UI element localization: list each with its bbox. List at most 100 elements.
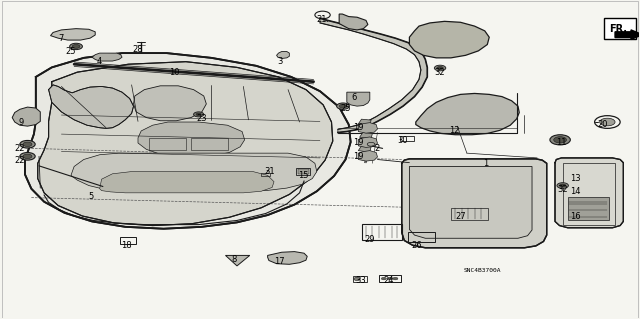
Polygon shape [339,14,368,30]
Text: 29: 29 [364,235,374,244]
Circle shape [437,66,444,70]
Text: 19: 19 [353,152,364,161]
Text: 19: 19 [353,137,364,146]
Text: 18: 18 [121,241,132,250]
Bar [120,237,136,244]
Polygon shape [358,123,378,133]
Text: 1: 1 [483,159,489,168]
Text: 4: 4 [97,56,102,65]
Polygon shape [555,158,623,228]
Text: 7: 7 [59,34,64,43]
Polygon shape [416,93,519,135]
Circle shape [550,135,570,145]
Polygon shape [268,252,307,264]
Text: 25: 25 [66,47,76,56]
Text: 19: 19 [353,123,364,132]
Text: 10: 10 [169,68,180,77]
Polygon shape [347,92,370,106]
Text: FR.: FR. [609,24,627,34]
Bar [568,197,609,220]
Bar [451,208,488,220]
Polygon shape [320,18,428,132]
Circle shape [557,183,568,189]
Circle shape [393,277,398,280]
Polygon shape [358,146,371,152]
Polygon shape [138,122,244,157]
Bar [604,18,636,39]
Text: 2: 2 [375,144,380,153]
Text: 28: 28 [132,45,143,55]
Circle shape [20,140,35,148]
Bar [379,275,401,282]
Text: 31: 31 [264,167,275,176]
Circle shape [23,154,32,159]
Polygon shape [410,167,532,238]
Polygon shape [100,172,274,193]
Polygon shape [276,51,289,58]
Bar [353,276,367,282]
Text: 12: 12 [449,126,460,135]
FancyArrow shape [615,30,640,40]
Bar [408,232,435,242]
Polygon shape [12,107,40,126]
Text: 8: 8 [232,255,237,264]
Polygon shape [92,53,122,61]
Circle shape [381,277,387,280]
Circle shape [196,113,201,116]
Text: 13: 13 [570,174,580,183]
Polygon shape [71,153,317,191]
Text: 33: 33 [355,276,365,285]
Polygon shape [38,62,333,226]
Bar [298,169,308,174]
Bar [563,163,615,225]
Text: 9: 9 [19,117,24,127]
Circle shape [339,104,347,108]
Text: 22: 22 [15,144,25,153]
Bar [149,138,186,150]
Text: 32: 32 [435,68,445,77]
Text: 23: 23 [196,114,207,123]
Text: 3: 3 [277,57,282,66]
Circle shape [559,184,566,187]
Text: 5: 5 [89,192,94,202]
Polygon shape [360,132,372,139]
Text: 27: 27 [455,211,466,220]
Polygon shape [51,29,95,40]
Text: 14: 14 [570,187,580,196]
Circle shape [23,142,32,146]
Polygon shape [49,85,134,128]
Circle shape [20,152,35,160]
Text: 24: 24 [384,276,394,285]
Circle shape [70,43,83,50]
Text: 6: 6 [352,93,357,102]
Polygon shape [358,137,378,147]
Polygon shape [358,151,378,161]
Text: 16: 16 [570,212,580,221]
Circle shape [337,103,349,109]
Circle shape [554,137,566,143]
Bar [400,136,414,141]
Polygon shape [25,53,351,229]
Circle shape [600,118,615,126]
Circle shape [354,277,360,280]
Text: 11: 11 [556,138,566,147]
Polygon shape [225,256,250,266]
Polygon shape [358,119,371,125]
Circle shape [72,45,80,48]
Text: 25: 25 [340,104,351,113]
Text: 15: 15 [298,171,308,180]
Text: 21: 21 [316,15,326,24]
Text: 30: 30 [397,136,408,145]
Polygon shape [410,21,489,58]
Bar [191,138,228,150]
Text: 32: 32 [557,185,568,194]
Bar [296,168,310,175]
Circle shape [435,65,446,71]
Text: 26: 26 [412,241,422,250]
Polygon shape [134,86,206,121]
Text: SNC4B3700A: SNC4B3700A [464,268,502,272]
Text: 20: 20 [597,120,607,129]
Text: 22: 22 [15,156,25,165]
Text: 17: 17 [275,257,285,266]
Bar [362,224,402,240]
